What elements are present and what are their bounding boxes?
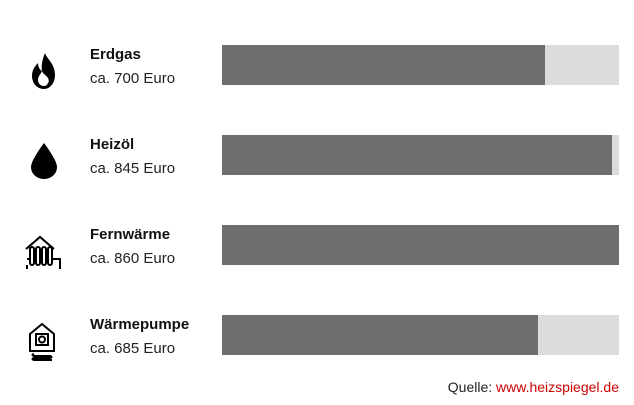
value-label: ca. 685 Euro xyxy=(90,340,176,357)
value-label: ca. 860 Euro xyxy=(90,250,176,267)
source-credit: Quelle: www.heizspiegel.de xyxy=(448,378,619,396)
bar-fill xyxy=(222,45,545,85)
bar-fill xyxy=(222,135,612,175)
heat-pump-house-icon xyxy=(22,319,66,363)
radiator-icon xyxy=(22,229,66,273)
category-label: Fernwärme xyxy=(90,226,171,243)
value-label: ca. 845 Euro xyxy=(90,160,176,177)
value-label: ca. 700 Euro xyxy=(90,70,176,87)
chart-row-waermepumpe: Wärmepumpe ca. 685 Euro xyxy=(0,315,634,375)
bar-track xyxy=(222,225,619,265)
category-label: Wärmepumpe xyxy=(90,316,190,333)
source-link[interactable]: www.heizspiegel.de xyxy=(496,379,619,395)
chart-row-erdgas: Erdgas ca. 700 Euro xyxy=(0,45,634,105)
oil-drop-icon xyxy=(22,139,66,183)
bar-track xyxy=(222,315,619,355)
bar-fill xyxy=(222,315,538,355)
source-label: Quelle: xyxy=(447,379,493,395)
bar-track xyxy=(222,45,619,85)
category-label: Heizöl xyxy=(90,136,135,153)
bar-track xyxy=(222,135,619,175)
flame-icon xyxy=(22,49,66,93)
chart-row-heizoel: Heizöl ca. 845 Euro xyxy=(0,135,634,195)
category-label: Erdgas xyxy=(90,46,141,63)
chart-row-fernwaerme: Fernwärme ca. 860 Euro xyxy=(0,225,634,285)
bar-fill xyxy=(222,225,619,265)
